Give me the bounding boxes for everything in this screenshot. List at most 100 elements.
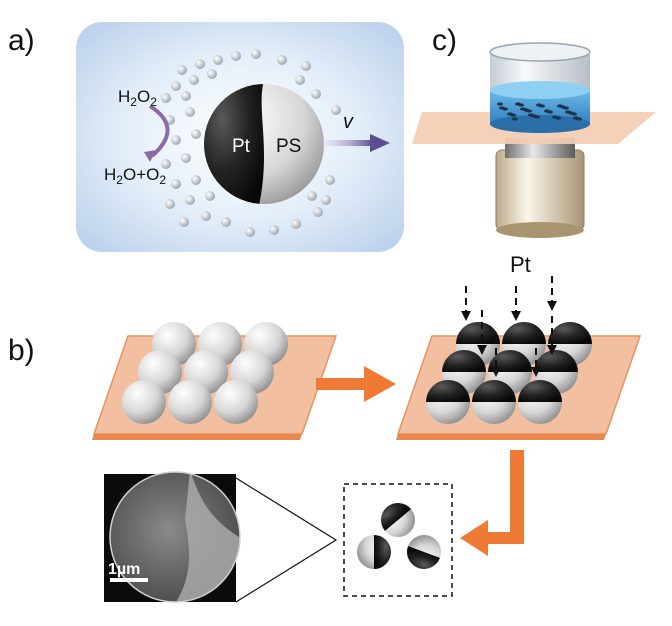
panel-label-a: a) — [8, 24, 35, 57]
panel-b: Pt 1µm — [92, 252, 642, 603]
deposition-source-label: Pt — [510, 252, 531, 277]
objective-lens-bottom — [496, 222, 584, 238]
released-janus-particles — [357, 503, 441, 570]
oxygen-bubbles — [161, 49, 341, 237]
oxygen-bubble — [313, 207, 323, 217]
oxygen-bubble — [325, 175, 335, 185]
process-arrow-down-left — [460, 450, 524, 556]
panel-label-b: b) — [8, 334, 35, 367]
oxygen-bubble — [179, 217, 189, 227]
janus-sphere-pt-cap — [456, 322, 500, 344]
oxygen-bubble — [221, 217, 231, 227]
process-arrow-right — [316, 366, 396, 402]
janus-sphere-pt-cap — [442, 350, 486, 372]
velocity-arrow-shaft — [322, 140, 372, 146]
janus-sphere-pt-cap — [518, 380, 562, 402]
dish-particle — [499, 106, 505, 110]
reactant-label: H2O2 — [118, 87, 157, 109]
oxygen-bubble — [161, 93, 171, 103]
oxygen-bubble — [213, 55, 223, 65]
ps-label: PS — [276, 136, 301, 157]
oxygen-bubble — [185, 195, 195, 205]
zoom-lines — [235, 477, 338, 603]
oxygen-bubble — [231, 51, 241, 61]
dish-particle — [544, 109, 550, 113]
dish-particle — [573, 116, 579, 120]
janus-sphere-pt-cap — [548, 322, 592, 344]
janus-sphere — [426, 380, 470, 424]
oxygen-bubble — [321, 195, 331, 205]
janus-sphere-pt-cap — [426, 380, 470, 402]
oxygen-bubble — [201, 211, 211, 221]
deposition-flux — [461, 276, 557, 377]
dish-particle — [515, 102, 521, 106]
sem-particle-edge — [109, 471, 241, 603]
velocity-label: v — [343, 111, 354, 133]
ps-sphere — [122, 380, 166, 424]
ps-sphere — [214, 380, 258, 424]
released-particle — [406, 535, 441, 570]
oxygen-bubble — [251, 49, 261, 59]
oxygen-bubble — [307, 191, 317, 201]
reaction-curve-arrow — [148, 104, 170, 158]
released-particles-box — [343, 483, 453, 597]
dish-particle — [520, 107, 526, 111]
objective-lens-body — [495, 149, 585, 231]
substrate-monolayer-edge — [92, 434, 302, 440]
dish-particle — [536, 103, 542, 107]
oxygen-bubble — [311, 89, 321, 99]
oxygen-bubble — [207, 69, 217, 79]
oxygen-bubble — [181, 153, 191, 163]
ps-monolayer — [122, 322, 288, 424]
oxygen-bubble — [295, 75, 305, 85]
oxygen-bubble — [245, 227, 255, 237]
oxygen-bubble — [291, 219, 301, 229]
sem-scalebar-label: 1µm — [108, 561, 140, 578]
released-particle-pt — [407, 546, 440, 569]
dish-particle — [512, 117, 518, 121]
dish-particle — [552, 115, 558, 119]
panel-label-c: c) — [432, 24, 457, 57]
liquid-surface — [490, 81, 590, 99]
oxygen-bubble — [177, 65, 187, 75]
oxygen-bubble — [165, 199, 175, 209]
sem-scalebar — [110, 578, 148, 582]
released-particle — [357, 535, 391, 569]
oxygen-bubble — [171, 179, 181, 189]
oxygen-bubble — [301, 61, 311, 71]
oxygen-bubble — [269, 225, 279, 235]
reaction-arrow-head — [144, 150, 156, 162]
oxygen-bubble — [277, 55, 287, 65]
released-particle — [381, 503, 415, 537]
oxygen-bubble — [331, 105, 341, 115]
products-label: H2O+O2 — [104, 165, 166, 187]
dish-particle — [565, 110, 571, 114]
oxygen-bubble — [171, 81, 181, 91]
velocity-arrow-head — [370, 134, 390, 152]
sem-particle — [110, 472, 240, 602]
oxygen-bubble — [181, 91, 191, 101]
oxygen-bubble — [171, 135, 181, 145]
oxygen-bubble — [191, 129, 201, 139]
panel-c — [412, 42, 656, 238]
janus-sphere-pt-cap — [502, 322, 546, 344]
janus-sphere-pt-cap — [534, 350, 578, 372]
released-particle-pt — [374, 535, 391, 569]
janus-sphere — [518, 380, 562, 424]
oxygen-bubble — [195, 59, 205, 69]
ps-sphere — [168, 380, 212, 424]
pt-hemisphere — [204, 84, 264, 204]
dish-particles — [497, 102, 582, 121]
substrate-coated-edge — [396, 434, 606, 440]
oxygen-bubble — [185, 107, 195, 117]
janus-sphere — [472, 380, 516, 424]
dish-particle — [497, 102, 503, 106]
dish-particle — [557, 104, 563, 108]
pt-label: Pt — [232, 136, 251, 157]
janus-particle — [204, 84, 324, 204]
released-particle-pt — [381, 503, 412, 531]
dish-particle — [528, 113, 534, 117]
janus-monolayer — [426, 322, 592, 424]
oxygen-bubble — [205, 191, 215, 201]
